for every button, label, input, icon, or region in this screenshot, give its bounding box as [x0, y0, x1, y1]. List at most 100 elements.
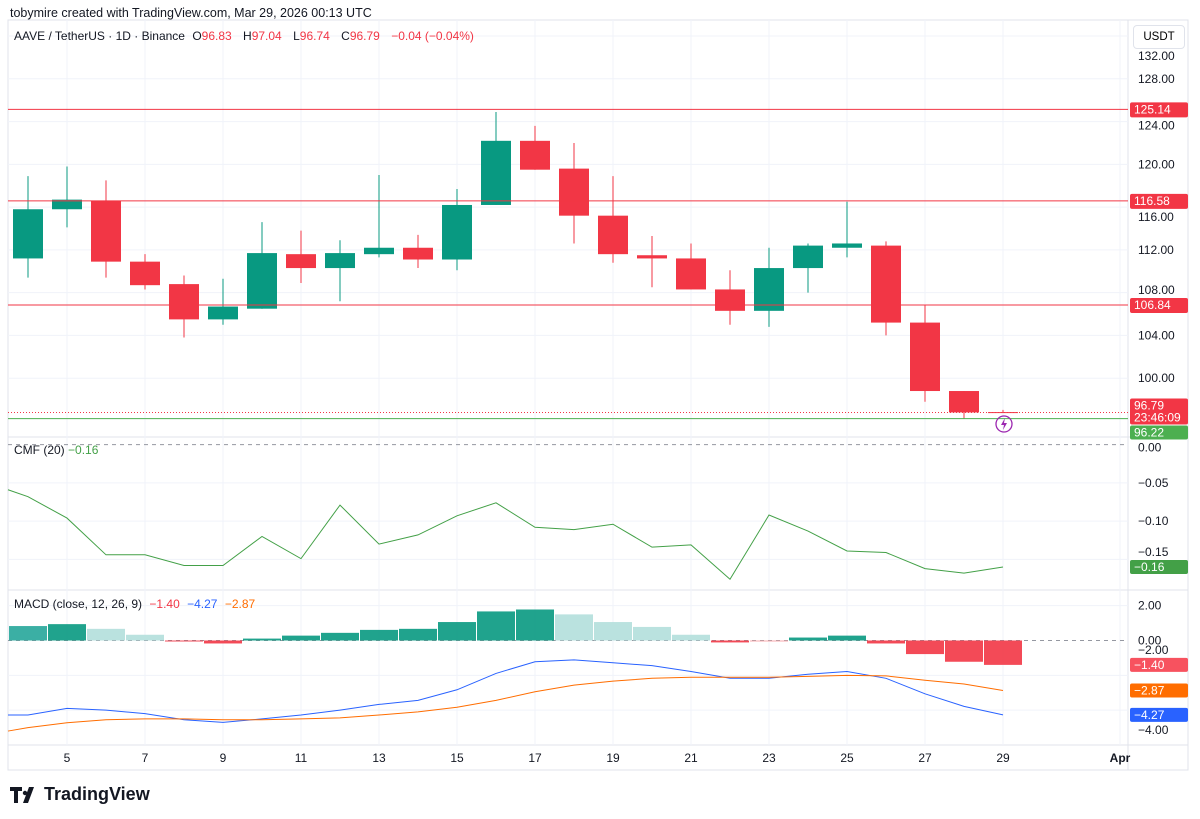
candle-body [988, 412, 1018, 414]
credit-text: tobymire created with TradingView.com, M… [10, 6, 372, 20]
macd-line [8, 659, 1004, 723]
time-axis-label: 25 [840, 751, 854, 765]
cmf-axis-label: −0.05 [1138, 476, 1169, 490]
macd-hist-last-label: −1.40 [1134, 658, 1165, 672]
currency-button[interactable]: USDT [1133, 25, 1185, 49]
cmf-last-label-bg [1130, 560, 1188, 575]
time-axis-label: 13 [372, 751, 386, 765]
candle-body [169, 284, 199, 320]
level-label: 116.58 [1134, 194, 1170, 208]
price-axis-label: 100.00 [1138, 371, 1175, 385]
time-axis-label: 29 [996, 751, 1010, 765]
candle-body [715, 289, 745, 311]
candle-body [286, 254, 316, 269]
cmf-legend[interactable]: CMF (20) −0.16 [14, 443, 98, 457]
time-axis-label: 21 [684, 751, 698, 765]
level-label: 125.14 [1134, 102, 1171, 116]
time-axis-label: 11 [295, 751, 308, 765]
tradingview-logo: TradingView [10, 784, 150, 805]
lightning-event-icon [995, 415, 1013, 433]
candle-body [559, 168, 589, 216]
level-label-bg [1130, 102, 1188, 118]
price-axis-label: 112.00 [1138, 243, 1174, 257]
open-group: O96.83 [192, 29, 235, 43]
tradingview-logo-icon [10, 786, 34, 803]
candle-body [598, 215, 628, 255]
macd-histogram-bar [165, 640, 203, 642]
candle-body [130, 261, 160, 286]
macd-histogram-bar [555, 614, 593, 641]
price-axis-label: 104.00 [1138, 328, 1175, 342]
candle-body [442, 204, 472, 260]
macd-histogram-bar [477, 611, 515, 641]
macd-histogram-bar [516, 609, 554, 641]
cmf-axis-label: 0.00 [1138, 441, 1162, 455]
price-axis-label: 120.00 [1138, 157, 1175, 171]
candle-body [91, 200, 121, 262]
price-axis-label: 116.00 [1138, 210, 1174, 224]
time-axis-label: 27 [918, 751, 932, 765]
last-price-label: 23:46:09 [1134, 411, 1181, 425]
cmf-last-label: −0.16 [1134, 560, 1165, 574]
candle-body [13, 209, 43, 259]
level-label: 96.22 [1134, 426, 1164, 440]
macd-histogram-bar [945, 640, 983, 662]
candle-body [949, 391, 979, 413]
lightning-icon [1001, 418, 1007, 430]
macd-histogram-bar [126, 634, 164, 641]
macd-histogram-bar [282, 635, 320, 641]
candle-body [910, 322, 940, 392]
logo-text: TradingView [44, 784, 150, 804]
cmf-value: −0.16 [68, 443, 99, 457]
macd-hist-value: −1.40 [149, 597, 180, 611]
macd-histogram-bar [789, 637, 827, 641]
candle-body [247, 253, 277, 309]
price-axis-label: 132.00 [1138, 49, 1175, 63]
candle-body [52, 199, 82, 210]
chart-frame [7, 19, 1189, 771]
level-label-bg [1130, 193, 1188, 209]
close-label: C [341, 29, 350, 43]
macd-signal-last-label-bg [1130, 683, 1188, 698]
cmf-line [7, 489, 1004, 581]
macd-histogram-bar [711, 640, 749, 643]
time-axis-label: 23 [762, 751, 776, 765]
macd-line-value: −4.27 [187, 597, 218, 611]
time-axis-label: Apr [1110, 751, 1131, 765]
high-group: H97.04 [243, 29, 286, 43]
macd-signal-last-label: −2.87 [1134, 683, 1165, 697]
macd-histogram-bar [9, 626, 47, 641]
macd-histogram-bar [243, 638, 281, 641]
signal-line [7, 674, 1004, 732]
cmf-name: CMF (20) [14, 443, 65, 457]
candle-body [871, 245, 901, 323]
macd-histogram-bar [750, 640, 788, 642]
open-label: O [192, 29, 202, 43]
candle-body [364, 247, 394, 255]
candle-body [832, 243, 862, 248]
macd-histogram-bar [399, 628, 437, 641]
macd-histogram-bar [204, 640, 242, 644]
time-axis-label: 7 [142, 751, 149, 765]
cmf-axis-label: −0.10 [1138, 514, 1169, 528]
macd-signal-value: −2.87 [224, 597, 256, 611]
macd-histogram-bar [867, 640, 905, 644]
last-price-label-bg [1130, 398, 1188, 425]
price-axis-label: 128.00 [1138, 72, 1175, 86]
macd-legend[interactable]: MACD (close, 12, 26, 9) −1.40 −4.27 −2.8… [14, 597, 255, 611]
macd-histogram-bar [672, 634, 710, 641]
candle-body [208, 306, 238, 320]
time-axis-label: 5 [64, 751, 71, 765]
macd-hist-last-label-bg [1130, 657, 1188, 672]
symbol-legend: AAVE / TetherUS · 1D · Binance O96.83 H9… [14, 29, 478, 43]
macd-histogram-bar [438, 622, 476, 641]
candle-body [793, 245, 823, 269]
symbol-name[interactable]: AAVE / TetherUS · 1D · Binance [14, 29, 185, 43]
macd-histogram-bar [594, 622, 632, 641]
macd-histogram-bar [984, 640, 1022, 665]
macd-histogram-bar [906, 640, 944, 655]
last-price-label: 96.79 [1134, 399, 1164, 413]
macd-name: MACD (close, 12, 26, 9) [14, 597, 143, 611]
